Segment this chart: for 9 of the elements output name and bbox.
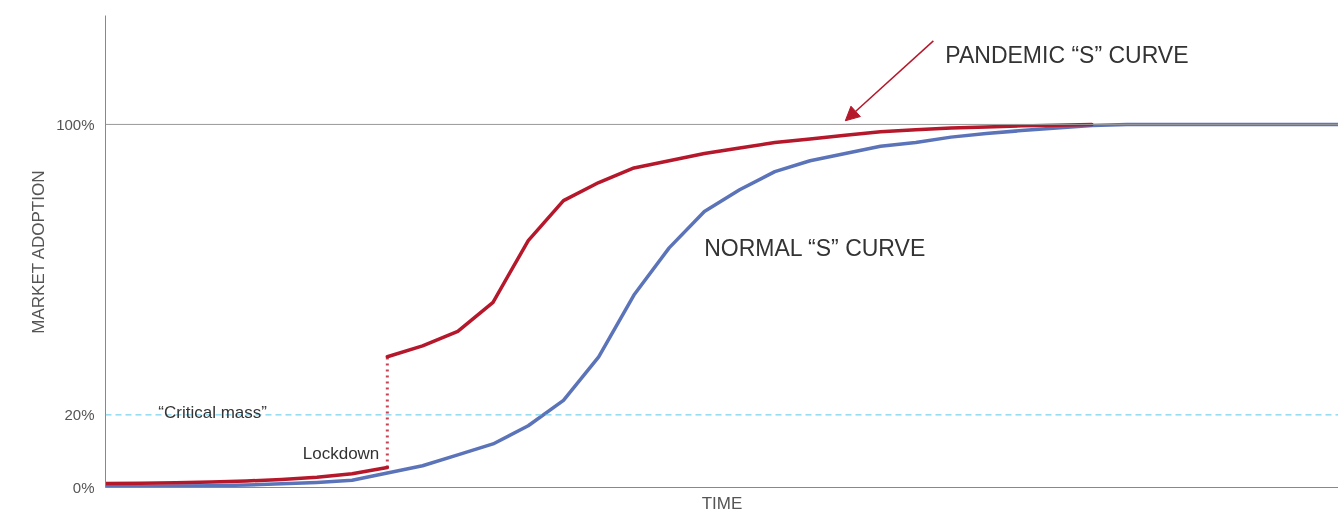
y-tick-label: 0% [72,479,95,496]
ref-line-label: “Critical mass” [158,403,268,423]
x-axis-title: TIME [701,493,743,513]
y-tick-label: 20% [64,406,95,424]
y-tick-label: 100% [56,115,95,133]
series-label: NORMAL “S” CURVE [704,234,926,261]
annotation: Lockdown [302,443,380,463]
text: PANDEMIC “S” CURVE [945,42,1189,69]
y-axis-title: MARKET ADOPTION [29,170,49,334]
